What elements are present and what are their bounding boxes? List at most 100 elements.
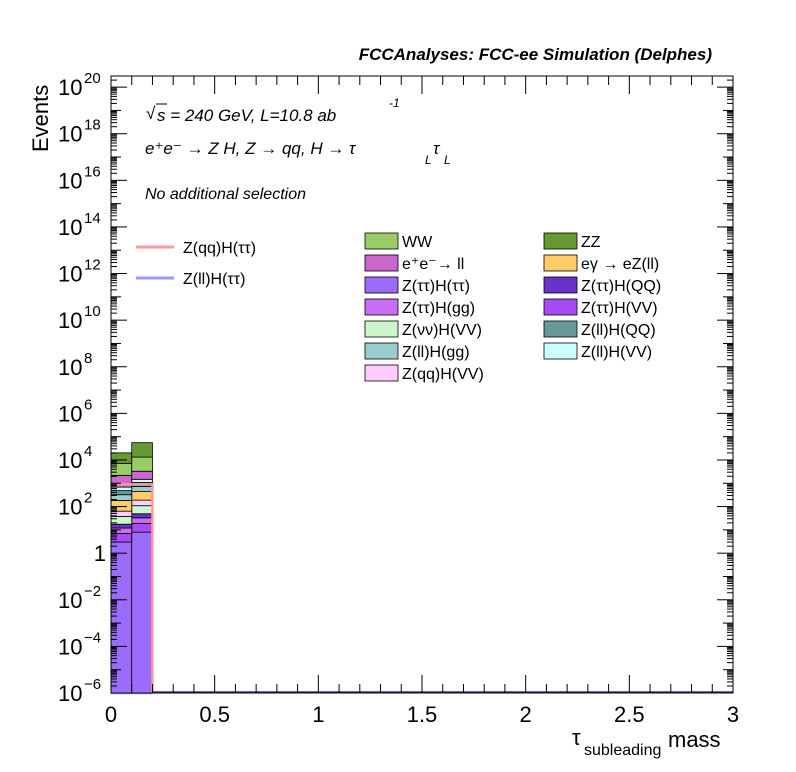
legend-swatch	[543, 276, 578, 294]
legend: Z(qq)H(ττ) Z(ll)H(ττ) WW ZZ e⁺e⁻→ ll eγ → eZ(…	[136, 232, 661, 383]
process-subscript-1: L	[425, 153, 432, 167]
y-tick-label-base: 10	[58, 681, 82, 706]
y-tick-label-exponent: 14	[84, 210, 101, 227]
y-tick-label: 1	[94, 541, 106, 566]
legend-swatch	[543, 320, 578, 338]
selection-label: No additional selection	[145, 186, 306, 203]
legend-swatch	[543, 254, 578, 272]
y-tick-label: 10 18	[58, 117, 101, 147]
histogram-bar-z-ll-h-vv--bin-1	[131, 478, 153, 483]
y-tick-label: 10 14	[58, 210, 101, 240]
x-axis-label-subscript: subleading	[584, 742, 661, 759]
legend-label: Z(ττ)H(ττ)	[402, 278, 470, 295]
legend-label: e⁺e⁻→ ll	[402, 256, 464, 273]
y-tick-label-base: 10	[58, 448, 82, 473]
y-tick-label: 10 20	[58, 70, 101, 100]
histogram-bar-z-ll-h-gg--bin-1	[131, 485, 153, 493]
y-tick-label: 10 16	[58, 163, 101, 193]
y-tick-label-exponent: 8	[84, 350, 92, 367]
histogram-bar-z-h-vv--bin-1	[131, 505, 153, 515]
histogram-bar-z-qq-h-vv--bin-1	[131, 499, 153, 507]
y-tick-label-exponent: 16	[84, 163, 101, 180]
y-tick-label-base: 10	[58, 634, 82, 659]
y-tick-label-exponent: 18	[84, 117, 101, 134]
y-axis-label: Events	[28, 85, 53, 152]
legend-swatch	[364, 320, 399, 338]
legend-label: ZZ	[581, 234, 601, 251]
y-tick-label-exponent: −2	[84, 583, 101, 600]
x-tick-label: 2.5	[614, 702, 645, 727]
y-tick-label: 10 12	[58, 257, 101, 287]
legend-label-signal: Z(qq)H(ττ)	[183, 240, 256, 257]
legend-label: Z(ττ)H(VV)	[581, 300, 658, 317]
y-tick-label-exponent: 20	[84, 70, 101, 87]
y-tick-label-base: 10	[58, 262, 82, 287]
legend-swatch	[364, 254, 399, 272]
histogram-bar-ww-bin-1	[131, 456, 153, 472]
y-tick-label: 10 2	[58, 490, 92, 520]
legend-swatch	[364, 232, 399, 250]
legend-label: Z(qq)H(VV)	[402, 366, 484, 383]
legend-label: Z(ττ)H(QQ)	[581, 278, 661, 295]
y-tick-label: 10 −2	[58, 583, 101, 613]
process-tau-2: τ	[433, 139, 441, 158]
legend-swatch	[543, 232, 578, 250]
y-tick-label-base: 10	[58, 215, 82, 240]
histogram-bar-zz-bin-1	[131, 442, 153, 458]
plot-background	[111, 76, 733, 693]
legend-swatch	[364, 342, 399, 360]
x-axis-label-main: τ	[572, 725, 581, 750]
legend-label: WW	[402, 234, 433, 251]
legend-label: Z(νν)H(VV)	[402, 322, 482, 339]
histogram-bar-z-h-qq--bin-1	[131, 513, 153, 519]
y-tick-label-base: 10	[58, 75, 82, 100]
histogram-bar-e-e-ll-bin-1	[131, 470, 153, 480]
histogram-bar-z-h--bin-1	[131, 531, 153, 694]
x-axis-label: τ subleading mass	[572, 725, 721, 759]
histogram-bar-z-h-gg--bin-1	[131, 517, 153, 524]
y-tick-label: 10 8	[58, 350, 92, 380]
histogram-bar-e-ez-ll--bin-1	[131, 491, 153, 501]
x-tick-label: 3	[727, 702, 739, 727]
legend-swatch	[364, 298, 399, 316]
y-tick-label-base: 10	[58, 588, 82, 613]
y-tick-label-exponent: 12	[84, 257, 101, 274]
legend-swatch	[364, 276, 399, 294]
y-tick-label-exponent: 2	[84, 490, 92, 507]
x-tick-label: 1.5	[407, 702, 438, 727]
y-tick-label-base: 10	[58, 401, 82, 426]
sqrt-s-text: s = 240 GeV, L=10.8 ab	[157, 106, 336, 125]
lumi-exponent: -1	[389, 96, 400, 110]
histogram-bar-e-ez-ll--bin-0	[110, 500, 133, 512]
y-tick-label-exponent: 6	[84, 396, 92, 413]
y-tick-label-base: 10	[58, 122, 82, 147]
plot-area	[110, 76, 733, 695]
y-tick-label-exponent: −6	[84, 676, 101, 693]
x-axis-label-rest: mass	[668, 727, 721, 752]
legend-swatch	[543, 342, 578, 360]
legend-swatch	[543, 298, 578, 316]
process-subscript-2: L	[444, 153, 451, 167]
y-tick-label: 10 −6	[58, 676, 101, 706]
x-tick-label: 1	[312, 702, 324, 727]
x-tick-label: 2	[520, 702, 532, 727]
y-tick-label: 10 10	[58, 303, 101, 333]
y-tick-label-base: 10	[58, 355, 82, 380]
legend-label: Z(ll)H(gg)	[402, 344, 470, 361]
signal-line-z-qq-h-	[111, 483, 154, 693]
histogram-bar-z-h-qq--bin-0	[110, 523, 133, 529]
legend-label: Z(ll)H(VV)	[581, 344, 652, 361]
y-tick-label: 10 4	[58, 443, 92, 473]
x-tick-label: 0.5	[199, 702, 230, 727]
process-text: e⁺e⁻ → Z H, Z → qq, H → τ	[145, 139, 357, 158]
histogram-bar-z-h-vv--bin-1	[131, 522, 153, 533]
y-tick-label-base: 10	[58, 308, 82, 333]
chart-title: FCCAnalyses: FCC-ee Simulation (Delphes)	[359, 45, 713, 64]
legend-label: Z(ττ)H(gg)	[402, 300, 475, 317]
y-tick-label: 10 −4	[58, 629, 101, 659]
y-tick-label-exponent: 4	[84, 443, 92, 460]
y-tick-label: 10 6	[58, 396, 92, 426]
x-tick-label: 0	[105, 702, 117, 727]
